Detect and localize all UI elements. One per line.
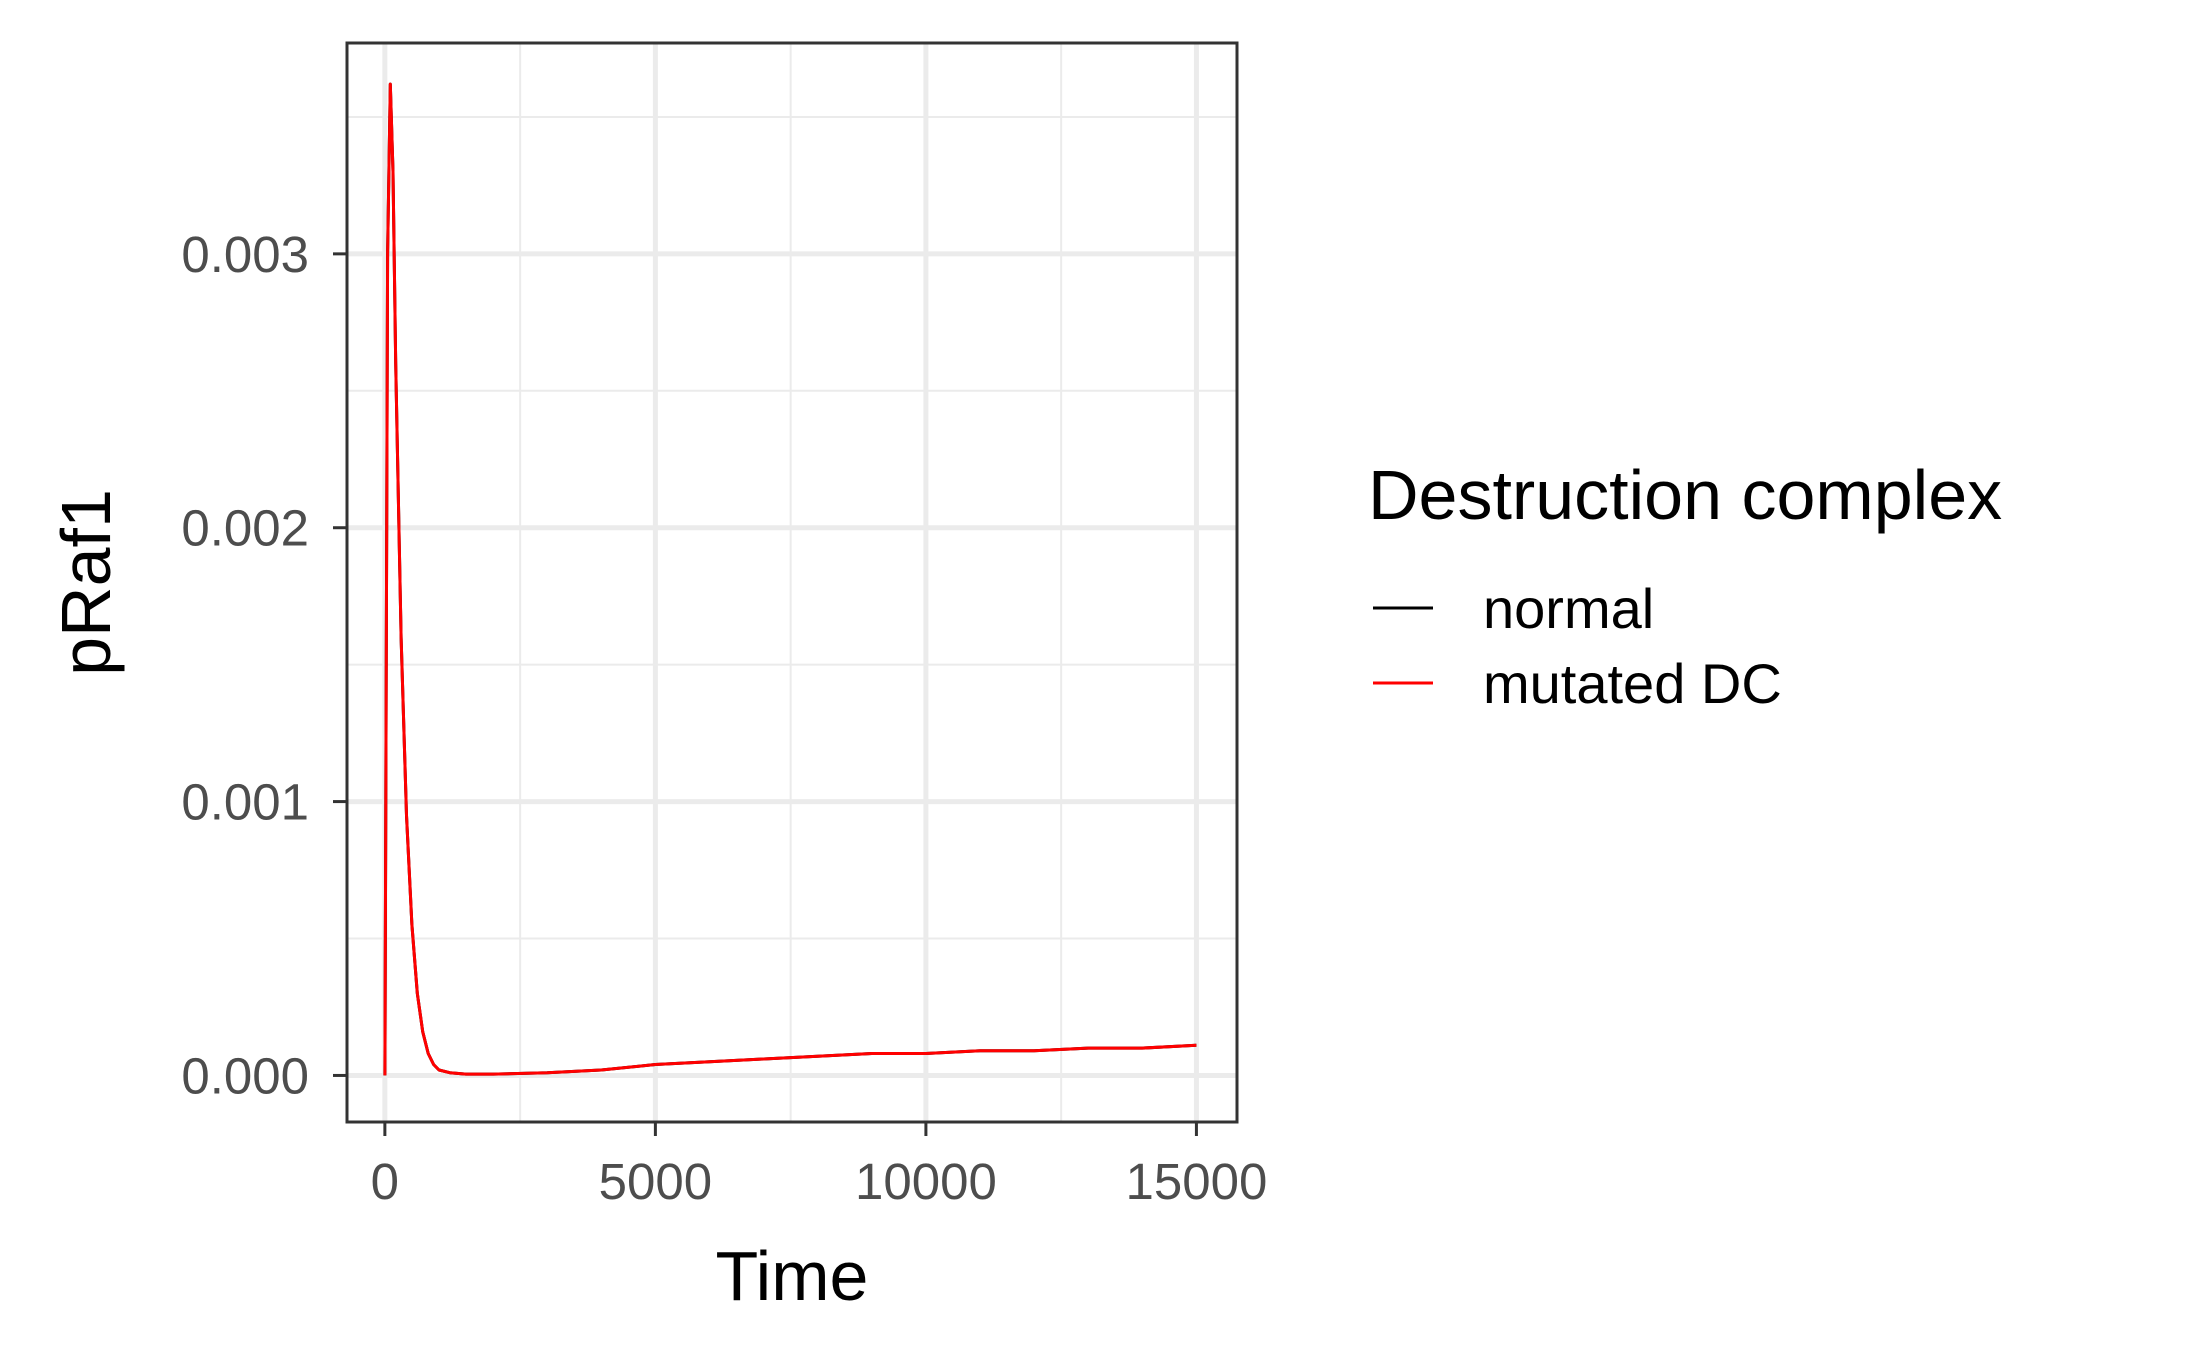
legend-label: normal xyxy=(1483,577,1654,640)
series-layer xyxy=(383,82,1197,1076)
series-line-mutated-dc xyxy=(383,82,1197,1076)
legend: Destruction complex normal mutated DC xyxy=(1368,456,2002,715)
tick-labels: 0 5000 10000 15000 0.000 0.001 0.002 0.003 xyxy=(181,226,1267,1210)
x-tick-label: 5000 xyxy=(599,1153,712,1210)
axis-ticks xyxy=(333,252,1198,1136)
y-tick-label: 0.003 xyxy=(181,226,309,283)
y-axis-title: pRaf1 xyxy=(47,489,125,676)
legend-label: mutated DC xyxy=(1483,652,1782,715)
x-tick-label: 15000 xyxy=(1126,1153,1268,1210)
x-tick-label: 10000 xyxy=(855,1153,997,1210)
panel-border xyxy=(345,41,1239,1124)
y-tick-label: 0.001 xyxy=(181,774,309,831)
x-tick-label: 0 xyxy=(371,1153,399,1210)
x-axis-title: Time xyxy=(716,1237,869,1315)
legend-title: Destruction complex xyxy=(1368,456,2002,534)
y-tick-label: 0.000 xyxy=(181,1047,309,1104)
y-tick-label: 0.002 xyxy=(181,500,309,557)
grid-minor xyxy=(347,43,1237,1122)
legend-items: normal mutated DC xyxy=(1373,577,1782,715)
